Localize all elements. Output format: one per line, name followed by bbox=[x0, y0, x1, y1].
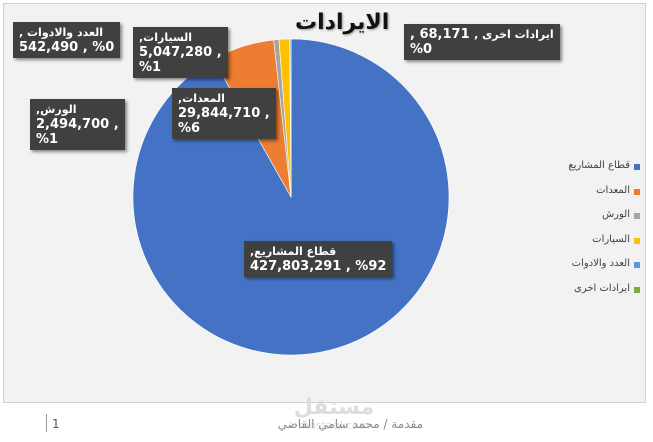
watermark-logo: مستقل mostaql.com bbox=[286, 396, 382, 432]
data-label-workshops: الورش, , 2,494,700 %1 bbox=[30, 99, 125, 150]
data-label-tools-name: العدد والادوات , bbox=[19, 26, 104, 39]
data-label-other-value: 68,171 , bbox=[410, 27, 470, 42]
data-label-other: ايرادات اخرى , 68,171 , %0 bbox=[404, 24, 560, 60]
footer-text: مقدمة / محمد سامي القاضي bbox=[277, 417, 423, 431]
data-label-projects-value: %92 , 427,803,291 bbox=[250, 259, 387, 274]
legend-label: قطاع المشاريع bbox=[568, 160, 630, 171]
legend-label: العدد والادوات bbox=[571, 258, 630, 269]
legend-label: الورش bbox=[601, 209, 630, 220]
chart-area: الايرادات قطاع المشاريع, %92 , 427,803,2… bbox=[3, 3, 646, 403]
data-label-other-name-value: ايرادات اخرى , 68,171 , bbox=[410, 27, 554, 42]
footer-divider bbox=[46, 414, 47, 432]
data-label-projects: قطاع المشاريع, %92 , 427,803,291 bbox=[244, 241, 393, 277]
watermark-text: مستقل bbox=[293, 395, 375, 420]
legend-item-other: ايرادات اخرى bbox=[566, 283, 640, 308]
legend: قطاع المشاريع المعدات الورش السيارات الع… bbox=[566, 160, 640, 307]
data-label-workshops-pct: %1 bbox=[36, 132, 59, 147]
data-label-cars-value: , 5,047,280 bbox=[139, 45, 222, 60]
legend-swatch bbox=[634, 213, 640, 219]
data-label-equipment-pct: %6 bbox=[178, 121, 201, 136]
page-footer: 1 مقدمة / محمد سامي القاضي bbox=[0, 414, 653, 438]
legend-label: السيارات bbox=[592, 233, 630, 245]
legend-swatch bbox=[634, 286, 640, 293]
page-number: 1 bbox=[52, 417, 60, 431]
data-label-equipment: المعدات, , 29,844,710 %6 bbox=[172, 88, 276, 139]
data-label-workshops-name: الورش, bbox=[36, 103, 77, 116]
legend-item-projects: قطاع المشاريع bbox=[566, 160, 640, 185]
data-label-tools-value: %0 , 542,490 bbox=[19, 40, 115, 55]
data-label-projects-name: قطاع المشاريع, bbox=[250, 245, 337, 258]
legend-label: ايرادات اخرى bbox=[574, 282, 630, 294]
data-label-tools: العدد والادوات , %0 , 542,490 bbox=[13, 22, 121, 58]
data-label-cars-pct: %1 bbox=[139, 60, 162, 75]
data-label-equipment-name: المعدات, bbox=[178, 92, 225, 105]
watermark-url: mostaql.com bbox=[298, 419, 370, 432]
legend-item-workshops: الورش bbox=[566, 209, 640, 234]
pie-chart bbox=[132, 38, 450, 356]
data-label-workshops-value: , 2,494,700 bbox=[36, 117, 119, 132]
legend-swatch bbox=[634, 188, 640, 195]
legend-label: المعدات bbox=[596, 184, 630, 196]
legend-swatch bbox=[634, 237, 640, 244]
legend-swatch bbox=[634, 262, 640, 268]
legend-item-tools: العدد والادوات bbox=[566, 258, 640, 283]
legend-item-equipment: المعدات bbox=[566, 185, 640, 210]
legend-item-cars: السيارات bbox=[566, 234, 640, 259]
data-label-other-name: ايرادات اخرى , bbox=[474, 28, 554, 41]
data-label-equipment-value: , 29,844,710 bbox=[178, 106, 270, 121]
data-label-other-pct: %0 bbox=[410, 42, 433, 57]
legend-swatch bbox=[634, 164, 640, 170]
data-label-cars-name: السيارات, bbox=[139, 31, 193, 44]
chart-title: الايرادات bbox=[295, 10, 390, 35]
data-label-cars: السيارات, , 5,047,280 %1 bbox=[133, 27, 228, 78]
